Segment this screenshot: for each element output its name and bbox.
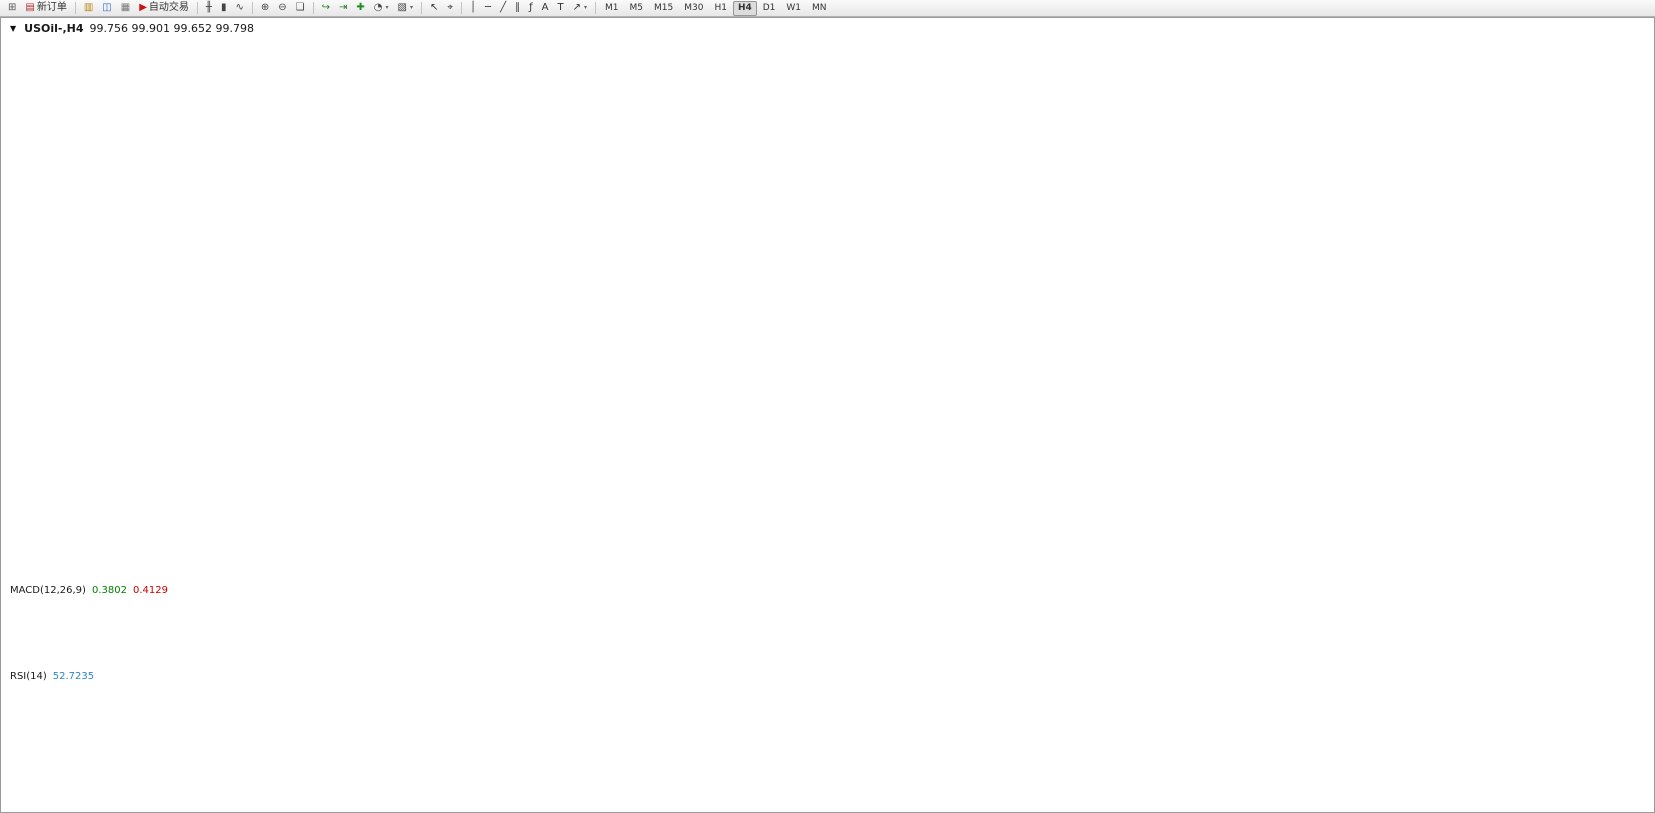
trendline-icon: ╱ [500, 2, 507, 13]
vertical-line-icon[interactable]: │ [466, 0, 480, 16]
candlestick-chart-icon: ▮ [220, 2, 227, 13]
text-icon[interactable]: A [538, 0, 553, 16]
toolbar-separator [251, 2, 253, 14]
line-chart-icon: ∿ [235, 2, 244, 13]
periods-icon: ◔ [373, 2, 383, 13]
crosshair-icon[interactable]: ⌖ [443, 0, 457, 16]
market-watch-icon: ▥ [83, 2, 94, 13]
toolbar-group-scroll: ↪ ⇥ ✚ ◔ ▾ ▧ ▾ [316, 0, 419, 16]
crosshair-icon: ⌖ [447, 2, 454, 13]
text-label-icon[interactable]: T [553, 0, 567, 16]
macd-main-value: 0.3802 [91, 585, 127, 596]
tile-windows-icon[interactable]: ❏ [292, 0, 309, 16]
chart-dropdown-icon[interactable]: ▼ [10, 24, 17, 33]
new-chart-icon: ⊞ [8, 2, 17, 13]
timeframe-button-mn[interactable]: MN [812, 3, 827, 13]
rsi-indicator-label: RSI(14) 52.7235 [10, 671, 94, 682]
templates-icon[interactable]: ▧ ▾ [394, 0, 417, 16]
trendline-icon[interactable]: ╱ [496, 0, 510, 16]
autotrading-button-icon: ▶ [139, 2, 147, 13]
indicators-icon: ✚ [356, 2, 365, 13]
chart-shift-icon[interactable]: ⇥ [335, 0, 351, 16]
timeframe-button-m5[interactable]: M5 [629, 3, 644, 13]
timeframe-button-w1[interactable]: W1 [786, 3, 802, 13]
templates-icon: ▧ [397, 2, 407, 13]
new-order-button-icon: ▤ [25, 2, 35, 13]
timeframe-button-m30[interactable]: M30 [684, 3, 704, 13]
chart-shift-icon: ⇥ [338, 2, 348, 13]
toolbar-group-cursor: ↖ ⌖ [424, 0, 459, 16]
toolbar-separator [420, 2, 422, 14]
line-chart-icon[interactable]: ∿ [231, 0, 247, 16]
periods-icon[interactable]: ◔ ▾ [370, 0, 393, 16]
tile-windows-icon: ❏ [295, 2, 305, 13]
zoom-in-icon: ⊕ [260, 2, 270, 13]
fibonacci-icon: ƒ [529, 2, 533, 13]
horizontal-line-icon: ─ [485, 2, 492, 13]
zoom-out-icon: ⊖ [278, 2, 287, 13]
channel-icon[interactable]: ∥ [511, 0, 524, 16]
navigator-icon[interactable]: ◫ [98, 0, 115, 16]
chart-canvas[interactable] [0, 17, 1655, 813]
navigator-icon: ◫ [102, 2, 112, 13]
arrows-icon[interactable]: ↗ ▾ [569, 0, 591, 16]
terminal-icon[interactable]: ▦ [117, 0, 134, 16]
terminal-icon: ▦ [120, 2, 131, 13]
zoom-in-icon[interactable]: ⊕ [257, 0, 273, 16]
timeframe-button-h1[interactable]: H1 [714, 3, 727, 13]
timeframe-button-m1[interactable]: M1 [605, 3, 619, 13]
timeframe-button-d1[interactable]: D1 [762, 3, 776, 13]
chart-symbol-label: USOil-,H4 [24, 22, 84, 35]
new-chart-icon[interactable]: ⊞ [4, 0, 20, 16]
rsi-value: 52.7235 [52, 671, 95, 682]
market-watch-icon[interactable]: ▥ [80, 0, 97, 16]
timeframe-button-h4[interactable]: H4 [732, 0, 757, 16]
toolbar-separator [196, 2, 198, 14]
horizontal-line-icon[interactable]: ─ [481, 0, 495, 16]
indicators-icon[interactable]: ✚ [352, 0, 368, 16]
toolbar-group-chart-types: ╫ ▮ ∿ [200, 0, 250, 16]
cursor-icon: ↖ [429, 2, 439, 13]
toolbar-group-file: ⊞ ▤ 新订单 [2, 0, 73, 16]
bar-chart-icon[interactable]: ╫ [202, 0, 216, 16]
toolbar-separator [595, 2, 596, 14]
toolbar-separator [312, 2, 314, 14]
auto-scroll-icon[interactable]: ↪ [318, 0, 334, 16]
candlestick-chart-icon[interactable]: ▮ [217, 0, 231, 16]
new-order-button[interactable]: ▤ 新订单 [21, 0, 70, 16]
macd-signal-value: 0.4129 [132, 585, 168, 596]
arrows-icon: ↗ [572, 2, 581, 13]
vertical-line-icon: │ [470, 2, 477, 13]
chevron-down-icon: ▾ [385, 4, 389, 11]
chevron-down-icon: ▾ [583, 4, 587, 11]
toolbar: ⊞ ▤ 新订单 ▥ ◫ ▦ ▶ 自动交易 ╫ ▮ ∿ ⊕ ⊖ ❏ ↪ ⇥ ✚ ◔ ▾ ▧ ▾ ↖ ⌖ │ ─ ╱ ∥ ƒ A T ↗ ▾ M1 M… [0, 0, 1655, 17]
auto-scroll-icon: ↪ [321, 2, 330, 13]
fibonacci-icon[interactable]: ƒ [525, 0, 537, 16]
chart-window: ▼ USOil-,H4 99.756 99.901 99.652 99.798 … [0, 17, 1655, 813]
chart-title: ▼ USOil-,H4 99.756 99.901 99.652 99.798 [10, 22, 254, 35]
chart-ohlc-values: 99.756 99.901 99.652 99.798 [89, 22, 254, 35]
chevron-down-icon: ▾ [409, 4, 413, 11]
toolbar-group-panels: ▥ ◫ ▦ ▶ 自动交易 [78, 0, 195, 16]
new-order-button-label: 新订单 [36, 2, 67, 13]
bar-chart-icon: ╫ [205, 2, 212, 13]
channel-icon: ∥ [515, 2, 521, 13]
toolbar-separator [74, 2, 76, 14]
macd-name: MACD(12,26,9) [10, 585, 86, 596]
text-label-icon: T [557, 2, 564, 13]
toolbar-group-objects: │ ─ ╱ ∥ ƒ A T ↗ ▾ [464, 0, 593, 16]
autotrading-button-label: 自动交易 [148, 2, 189, 13]
timeframe-button-m15[interactable]: M15 [654, 3, 674, 13]
toolbar-separator [461, 2, 463, 14]
macd-indicator-label: MACD(12,26,9) 0.3802 0.4129 [10, 585, 168, 596]
text-icon: A [541, 2, 549, 13]
rsi-name: RSI(14) [10, 671, 47, 682]
toolbar-group-zoom: ⊕ ⊖ ❏ [255, 0, 311, 16]
zoom-out-icon[interactable]: ⊖ [274, 0, 290, 16]
cursor-icon[interactable]: ↖ [426, 0, 442, 16]
autotrading-button[interactable]: ▶ 自动交易 [135, 0, 193, 16]
timeframe-group: M1 M5 M15 M30 H1 H4 D1 W1 MN [598, 0, 834, 16]
